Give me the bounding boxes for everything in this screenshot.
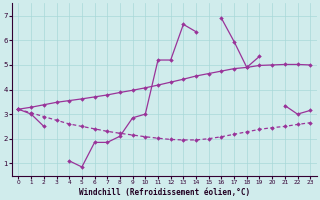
X-axis label: Windchill (Refroidissement éolien,°C): Windchill (Refroidissement éolien,°C) — [79, 188, 250, 197]
